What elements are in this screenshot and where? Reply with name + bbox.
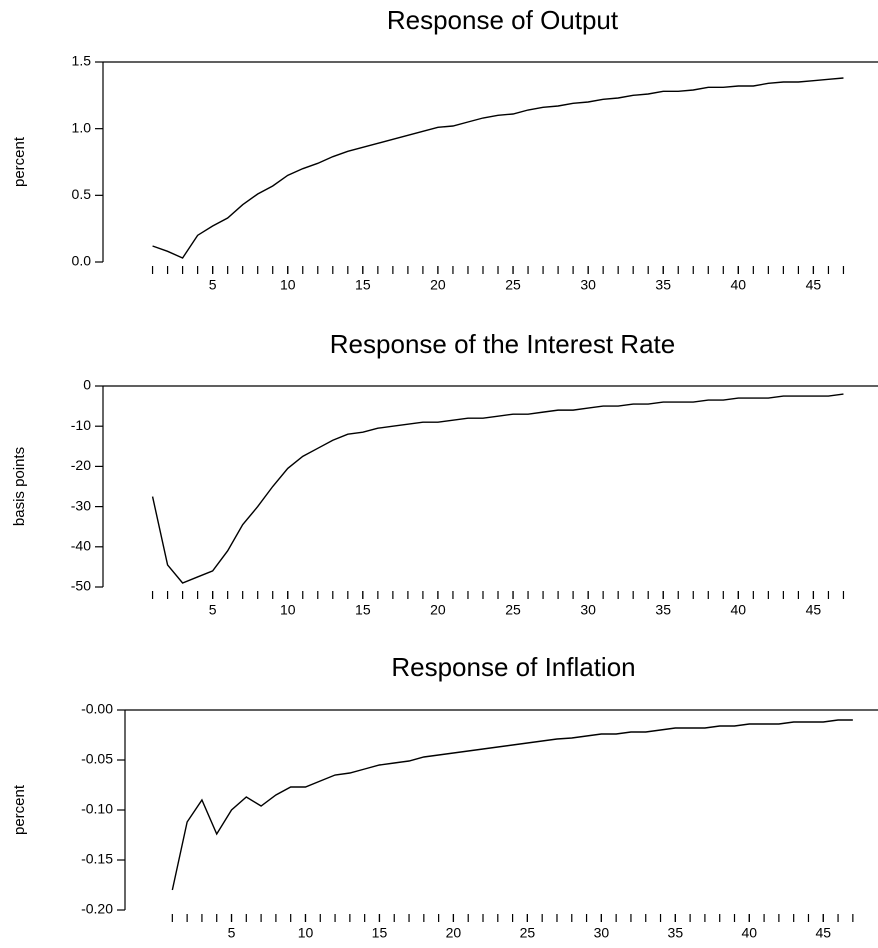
subplot-title: Response of Output xyxy=(387,5,619,35)
y-tick-label: 0.0 xyxy=(72,253,92,269)
x-tick-label: 35 xyxy=(668,925,684,941)
x-tick-label: 40 xyxy=(742,925,758,941)
x-tick-label: 10 xyxy=(280,277,296,293)
x-tick-label: 30 xyxy=(594,925,610,941)
x-tick-label: 40 xyxy=(731,602,747,618)
x-tick-label: 45 xyxy=(806,277,822,293)
y-tick-label: -20 xyxy=(71,457,91,473)
subplot-title: Response of Inflation xyxy=(391,652,635,682)
x-tick-label: 20 xyxy=(430,602,446,618)
x-tick-label: 30 xyxy=(580,602,596,618)
x-tick-label: 5 xyxy=(209,602,217,618)
x-tick-label: 15 xyxy=(372,925,388,941)
x-tick-label: 30 xyxy=(580,277,596,293)
y-tick-label: -0.00 xyxy=(81,701,113,717)
y-axis-label: percent xyxy=(11,784,28,835)
subplot: Response of the Interest Rate basis point… xyxy=(11,329,878,618)
data-line xyxy=(151,393,844,584)
y-tick-label: 0.5 xyxy=(72,186,92,202)
x-tick-label: 45 xyxy=(815,925,831,941)
y-tick-label: 1.5 xyxy=(72,53,92,69)
x-tick-label: 15 xyxy=(355,602,371,618)
x-tick-label: 25 xyxy=(520,925,536,941)
x-tick-label: 25 xyxy=(505,602,521,618)
y-tick-label: -50 xyxy=(71,578,91,594)
y-axis-label: basis points xyxy=(11,447,28,526)
subplot: Response of Inflation percent -0.20 -0.15 -0… xyxy=(11,652,878,941)
subplot-title: Response of the Interest Rate xyxy=(330,329,675,359)
y-tick-label: 1.0 xyxy=(72,119,92,135)
x-tick-label: 10 xyxy=(298,925,314,941)
x-tick-label: 15 xyxy=(355,277,371,293)
x-tick-label: 45 xyxy=(806,602,822,618)
y-tick-label: -10 xyxy=(71,417,91,433)
x-tick-label: 5 xyxy=(209,277,217,293)
x-tick-label: 25 xyxy=(505,277,521,293)
y-tick-label: -0.20 xyxy=(81,901,113,917)
y-tick-label: -30 xyxy=(71,497,91,513)
data-line xyxy=(171,719,853,891)
y-tick-label: -40 xyxy=(71,538,91,554)
x-tick-label: 20 xyxy=(430,277,446,293)
x-tick-label: 5 xyxy=(228,925,236,941)
data-line xyxy=(152,77,844,259)
y-tick-label: 0 xyxy=(83,377,91,393)
y-axis-label: percent xyxy=(11,136,28,187)
y-tick-label: -0.15 xyxy=(81,851,113,867)
x-tick-label: 10 xyxy=(280,602,296,618)
x-tick-label: 40 xyxy=(731,277,747,293)
x-tick-label: 35 xyxy=(655,277,671,293)
x-tick-label: 20 xyxy=(446,925,462,941)
subplot: Response of Output percent 0.0 0.5 1.0 1.5 5 10… xyxy=(11,5,878,293)
x-tick-label: 35 xyxy=(655,602,671,618)
y-tick-label: -0.10 xyxy=(81,801,113,817)
y-tick-label: -0.05 xyxy=(81,751,113,767)
